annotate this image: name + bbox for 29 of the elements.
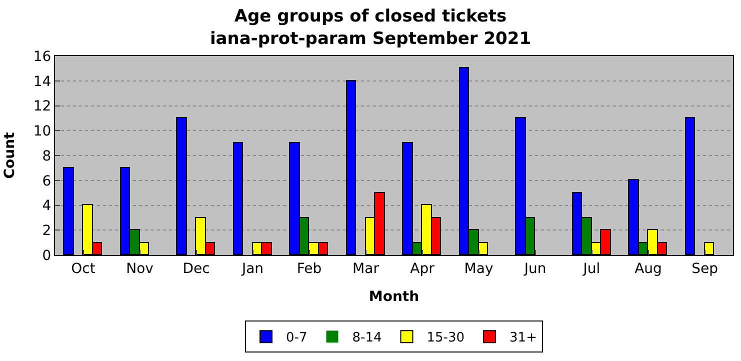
legend-label: 15-30: [426, 330, 465, 346]
x-tick-label: Feb: [296, 260, 322, 277]
x-tick-label: May: [464, 260, 494, 277]
chart-title: Age groups of closed tickets: [234, 6, 507, 27]
y-axis-title: Count: [2, 132, 18, 179]
legend-label: 0-7: [286, 330, 308, 346]
x-tick-label: Apr: [410, 260, 435, 277]
x-tick-label: Jul: [582, 260, 600, 277]
x-tick-label: Dec: [182, 260, 210, 277]
legend-label: 31+: [510, 330, 537, 346]
x-tick-label: Nov: [126, 260, 154, 277]
y-tick-label: 4: [42, 198, 52, 214]
x-tick-label: Mar: [352, 260, 380, 277]
y-tick-label: 14: [33, 74, 52, 90]
x-tick-label: Sep: [692, 260, 718, 277]
y-tick-label: 6: [42, 173, 52, 190]
y-tick-label: 2: [42, 223, 52, 240]
y-tick-label: 10: [33, 124, 52, 140]
x-tick-label: Jan: [240, 260, 264, 277]
x-tick-label: Jun: [523, 260, 546, 277]
y-tick-label: 16: [33, 48, 52, 65]
y-tick-label: 12: [33, 98, 52, 115]
x-tick-label: Aug: [634, 260, 662, 277]
x-axis-title: Month: [368, 289, 420, 306]
y-tick-label: 0: [42, 248, 52, 264]
x-tick-label: Oct: [71, 260, 96, 277]
legend-label: 8-14: [352, 330, 382, 346]
chart-subtitle: iana-prot-param September 2021: [210, 28, 532, 49]
y-tick-label: 8: [42, 148, 52, 164]
